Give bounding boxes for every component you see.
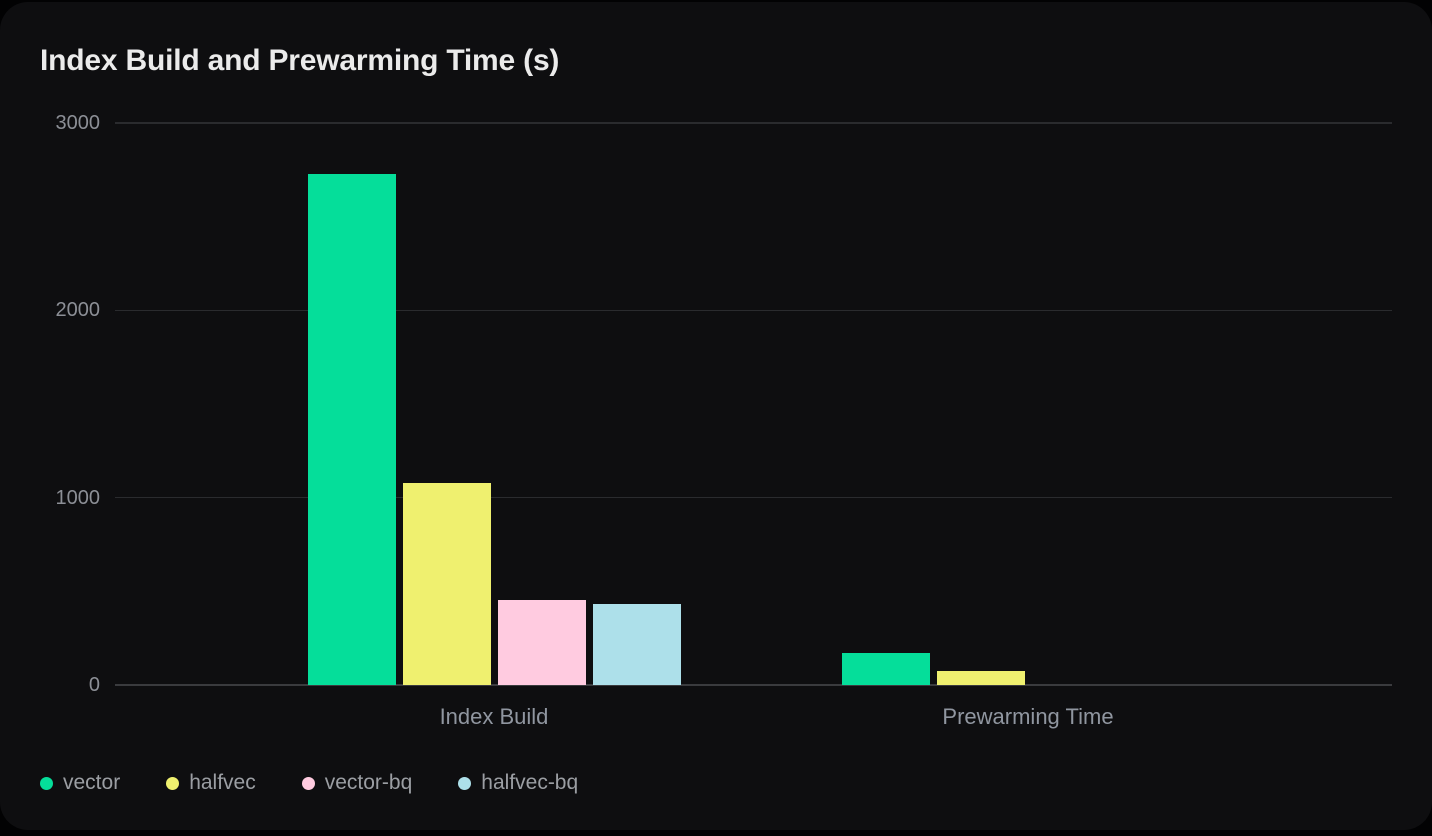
legend-label: halfvec-bq bbox=[481, 771, 579, 794]
legend-dot-icon bbox=[166, 776, 180, 790]
legend-dot-icon bbox=[301, 776, 315, 790]
legend-item-vector[interactable]: vector bbox=[40, 771, 120, 795]
legend-dot-icon bbox=[458, 776, 472, 790]
bar-halfvec-bq-index-build[interactable] bbox=[592, 604, 681, 685]
bar-halfvec-prewarming-time[interactable] bbox=[936, 670, 1025, 685]
bar-vector-index-build[interactable] bbox=[307, 173, 396, 685]
x-axis-line bbox=[115, 684, 1392, 686]
y-tick-label-1000: 1000 bbox=[55, 486, 101, 509]
legend-item-vector-bq[interactable]: vector-bq bbox=[301, 771, 413, 795]
chart-title: Index Build and Prewarming Time (s) bbox=[40, 44, 560, 77]
bar-vector-prewarming-time[interactable] bbox=[841, 653, 930, 685]
x-category-label-prewarming-time: Prewarming Time bbox=[942, 704, 1114, 729]
y-tick-label-0: 0 bbox=[88, 674, 100, 696]
bar-halfvec-index-build[interactable] bbox=[402, 482, 491, 685]
legend-label: vector bbox=[63, 771, 121, 794]
gridline-y1000 bbox=[115, 496, 1392, 499]
legend: vector halfvec vector-bq halfvec-bq bbox=[40, 771, 578, 795]
legend-item-halfvec[interactable]: halfvec bbox=[166, 771, 256, 795]
y-tick-label-2000: 2000 bbox=[55, 299, 101, 322]
y-tick-label-3000: 3000 bbox=[55, 112, 101, 134]
gridline-y2000 bbox=[115, 309, 1392, 312]
legend-label: halfvec bbox=[189, 771, 256, 794]
legend-label: vector-bq bbox=[324, 771, 413, 794]
bar-vector-bq-index-build[interactable] bbox=[497, 599, 586, 685]
legend-dot-icon bbox=[40, 776, 53, 790]
legend-item-halfvec-bq[interactable]: halfvec-bq bbox=[458, 771, 578, 795]
gridline-y3000 bbox=[115, 122, 1392, 124]
x-category-label-index-build: Index Build bbox=[439, 704, 549, 729]
